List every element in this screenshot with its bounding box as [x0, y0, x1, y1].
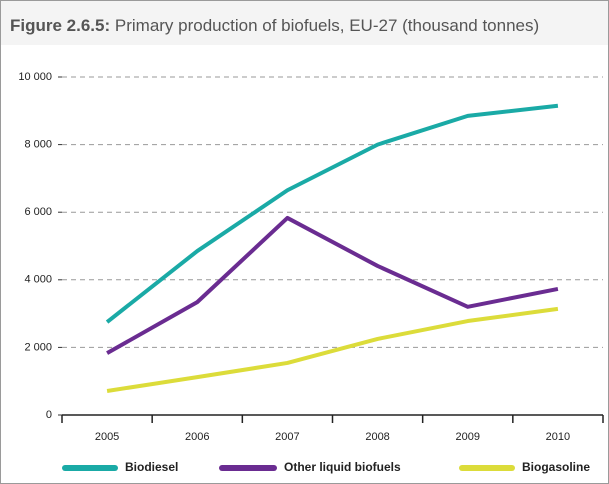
legend-label: Biodiesel	[125, 460, 178, 474]
chart-title: Figure 2.6.5: Primary production of biof…	[10, 16, 539, 35]
x-tick-label: 2006	[185, 431, 209, 443]
y-tick-label: 0	[46, 409, 52, 421]
y-tick-label: 6 000	[24, 206, 52, 218]
x-tick-label: 2008	[365, 431, 389, 443]
series-line	[105, 103, 559, 324]
y-tick-label: 10 000	[18, 71, 52, 83]
series-line	[106, 215, 559, 355]
figure-label: Figure 2.6.5:	[10, 16, 110, 35]
x-tick-label: 2007	[275, 431, 299, 443]
legend-label: Other liquid biofuels	[284, 460, 401, 474]
x-tick-label: 2010	[546, 431, 570, 443]
y-tick-label: 2 000	[24, 341, 52, 353]
legend-label: Biogasoline	[522, 460, 590, 474]
title-text: Primary production of biofuels, EU-27 (t…	[115, 16, 539, 35]
title-band	[1, 1, 608, 45]
x-tick-label: 2005	[95, 431, 119, 443]
y-tick-label: 8 000	[24, 139, 52, 151]
x-tick-label: 2009	[456, 431, 480, 443]
y-tick-label: 4 000	[24, 274, 52, 286]
series-line	[106, 306, 559, 393]
